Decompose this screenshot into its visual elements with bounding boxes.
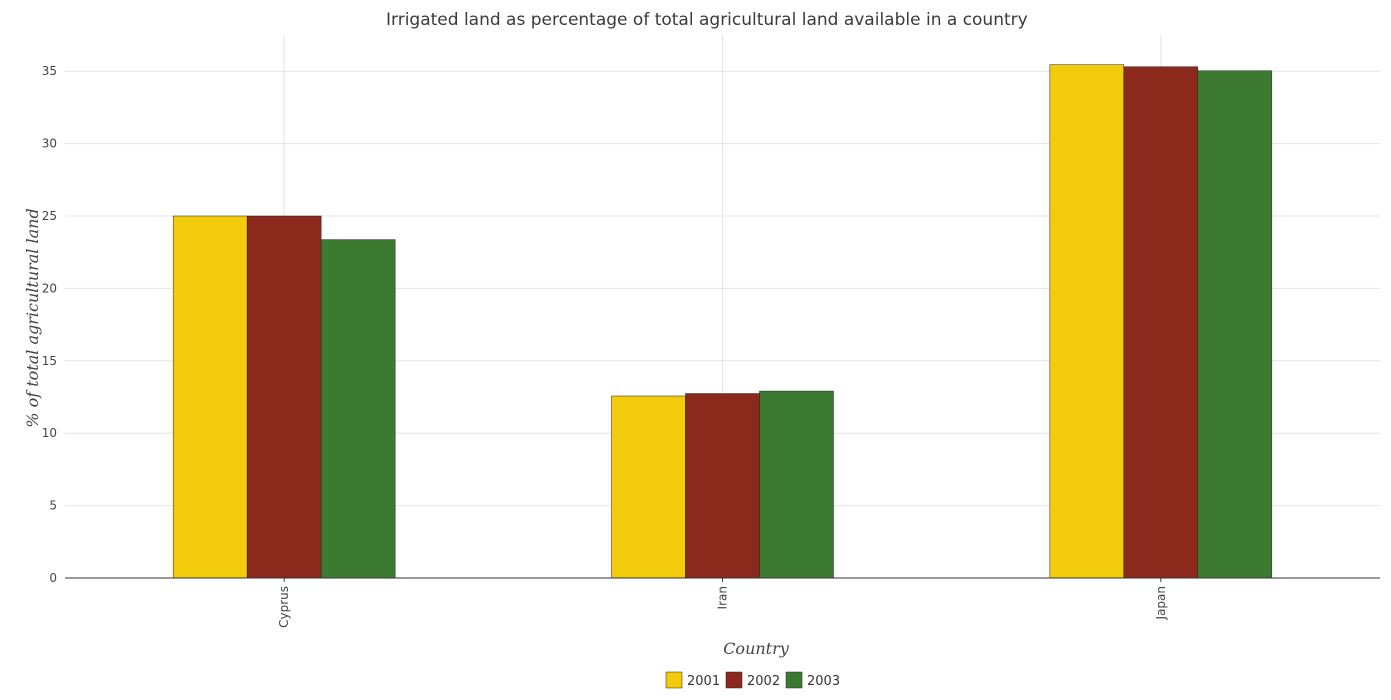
y-tick-label: 10 bbox=[42, 426, 57, 440]
legend-swatch-2001 bbox=[665, 671, 683, 689]
x-tick-label: Japan bbox=[1154, 586, 1168, 620]
legend-label-2003: 2003 bbox=[807, 674, 840, 689]
legend-label-2002: 2002 bbox=[747, 674, 780, 689]
bar-cyprus-2002 bbox=[246, 215, 322, 579]
y-tick-label: 15 bbox=[42, 354, 57, 368]
bar-iran-2002 bbox=[685, 393, 760, 579]
legend: 2001 2002 2003 bbox=[665, 671, 840, 689]
bar-iran-2003 bbox=[759, 390, 834, 579]
bar-iran-2001 bbox=[611, 395, 686, 579]
bar-japan-2003 bbox=[1197, 70, 1273, 579]
legend-label-2001: 2001 bbox=[687, 674, 720, 689]
axes: 0 5 10 15 20 25 30 35 Cyprus Iran Japan bbox=[42, 64, 1380, 628]
y-tick-label: 30 bbox=[42, 137, 57, 151]
y-tick-label: 5 bbox=[49, 499, 57, 513]
y-tick-label: 0 bbox=[49, 571, 57, 585]
x-axis-label: Country bbox=[723, 639, 790, 658]
bar-cyprus-2001 bbox=[172, 215, 248, 579]
bar-cyprus-2003 bbox=[320, 239, 396, 579]
legend-swatch-2002 bbox=[725, 671, 743, 689]
bar-japan-2001 bbox=[1049, 64, 1125, 579]
y-axis-label: % of total agricultural land bbox=[23, 208, 42, 427]
y-tick-label: 20 bbox=[42, 281, 57, 295]
x-tick-label: Iran bbox=[716, 586, 730, 609]
bar-japan-2002 bbox=[1123, 66, 1199, 579]
chart-title: Irrigated land as percentage of total ag… bbox=[386, 10, 1028, 30]
bars bbox=[172, 64, 1273, 579]
x-tick-label: Cyprus bbox=[277, 586, 291, 628]
legend-swatch-2003 bbox=[785, 671, 803, 689]
y-tick-label: 35 bbox=[42, 64, 57, 78]
y-tick-label: 25 bbox=[42, 209, 57, 223]
